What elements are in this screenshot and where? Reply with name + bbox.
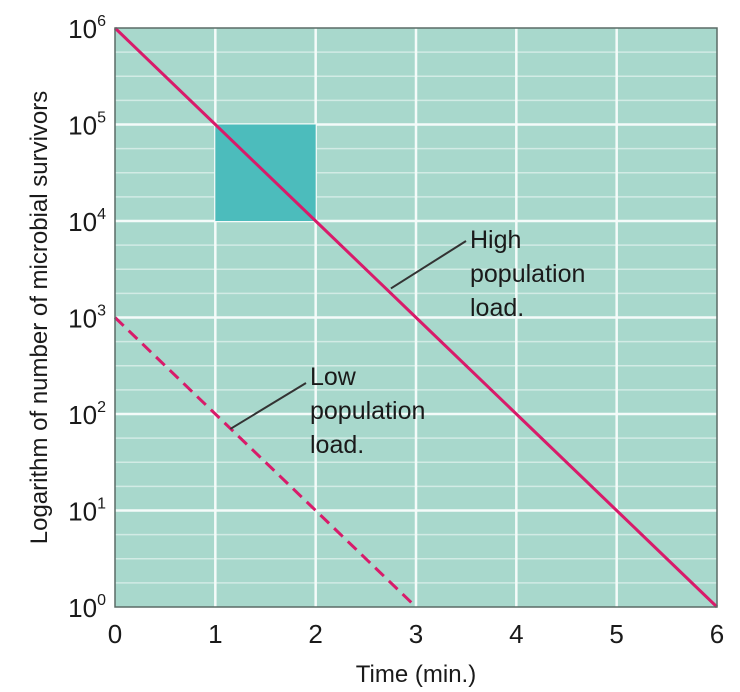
x-tick-labels: 0 1 2 3 4 5 6 <box>108 619 724 649</box>
x-tick-label: 3 <box>409 619 423 649</box>
y-tick-label: 103 <box>68 303 106 334</box>
x-tick-label: 6 <box>710 619 724 649</box>
annotation-text: Low <box>310 363 357 391</box>
y-tick-label: 106 <box>68 13 106 44</box>
x-tick-label: 5 <box>609 619 623 649</box>
y-tick-labels: 100 101 102 103 104 105 106 <box>68 13 106 623</box>
annotations: High population load. Low population load. <box>229 226 585 459</box>
plot-frame <box>114 27 718 608</box>
series-line-solid <box>113 26 719 609</box>
y-axis-label: Logarithm of number of microbial survivo… <box>26 91 53 545</box>
annotation-leader <box>390 240 467 290</box>
y-tick-label: 104 <box>68 206 106 237</box>
x-tick-label: 0 <box>108 619 122 649</box>
annotation-text: High <box>470 226 521 254</box>
series-line-dashed <box>113 316 418 609</box>
x-tick-label: 4 <box>509 619 523 649</box>
series-lines <box>113 26 719 609</box>
y-tick-label: 102 <box>68 399 106 430</box>
annotation-text: load. <box>470 294 524 322</box>
y-tick-label: 105 <box>68 110 106 141</box>
x-tick-label: 1 <box>208 619 222 649</box>
annotation-text: load. <box>310 431 364 459</box>
annotation-leader <box>229 382 307 430</box>
grid <box>115 28 717 607</box>
annotation-text: population <box>470 260 585 288</box>
annotation-text: population <box>310 397 425 425</box>
x-axis-label: Time (min.) <box>356 661 476 688</box>
y-tick-label: 101 <box>68 496 106 527</box>
x-tick-label: 2 <box>308 619 322 649</box>
y-tick-label: 100 <box>68 592 106 623</box>
